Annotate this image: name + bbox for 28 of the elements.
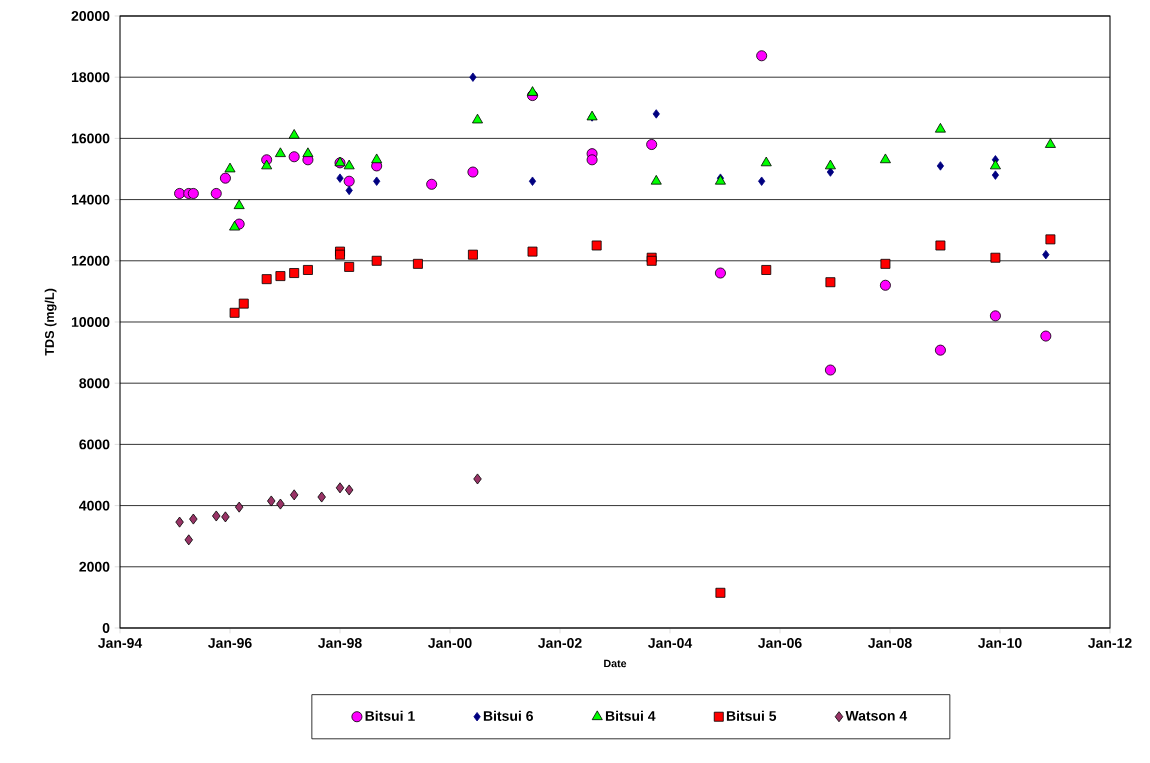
legend-label: Bitsui 6	[483, 710, 533, 721]
x-tick-label: Jan-10	[978, 638, 1022, 648]
y-tick-label: 0	[102, 623, 110, 633]
y-axis-title: TDS (mg/L)	[44, 288, 57, 356]
y-tick-label: 16000	[71, 133, 110, 144]
y-tick-label: 12000	[71, 255, 110, 266]
x-tick-label: Jan-96	[208, 638, 252, 648]
y-tick-label: 4000	[79, 500, 110, 511]
y-tick-label: 10000	[71, 317, 110, 327]
x-tick-label: Jan-08	[868, 638, 912, 648]
y-tick-label: 2000	[79, 561, 110, 572]
y-tick-label: 20000	[71, 11, 110, 21]
y-tick-label: 14000	[71, 194, 110, 205]
y-tick-label: 8000	[79, 378, 110, 389]
y-tick-label: 6000	[79, 439, 110, 450]
legend-label: Bitsui 1	[365, 710, 415, 721]
x-tick-label: Jan-04	[648, 638, 693, 648]
x-tick-label: Jan-06	[758, 638, 802, 648]
x-tick-label: Jan-98	[318, 638, 362, 648]
legend-label: Bitsui 4	[605, 710, 656, 721]
legend-label: Watson 4	[845, 710, 908, 721]
legend-label: Bitsui 5	[726, 710, 777, 721]
x-tick-label: Jan-94	[98, 638, 143, 648]
x-axis-title: Date	[604, 659, 627, 668]
y-tick-label: 18000	[71, 72, 110, 83]
x-tick-label: Jan-00	[428, 638, 472, 648]
x-tick-label: Jan-02	[538, 638, 582, 648]
x-tick-label: Jan-12	[1088, 638, 1132, 648]
